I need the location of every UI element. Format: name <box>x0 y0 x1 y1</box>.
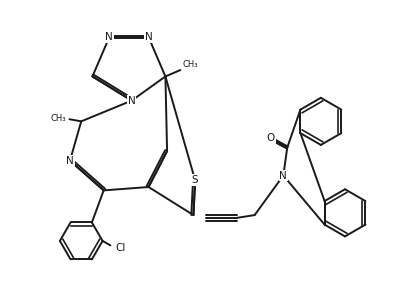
Text: N: N <box>66 156 74 166</box>
Text: S: S <box>192 175 198 185</box>
Text: Cl: Cl <box>115 243 125 253</box>
Text: N: N <box>105 32 113 42</box>
Text: O: O <box>267 133 275 144</box>
Text: N: N <box>279 171 287 180</box>
Text: N: N <box>128 96 136 105</box>
Text: N: N <box>145 32 152 42</box>
Text: CH₃: CH₃ <box>183 60 198 69</box>
Text: CH₃: CH₃ <box>50 114 66 123</box>
